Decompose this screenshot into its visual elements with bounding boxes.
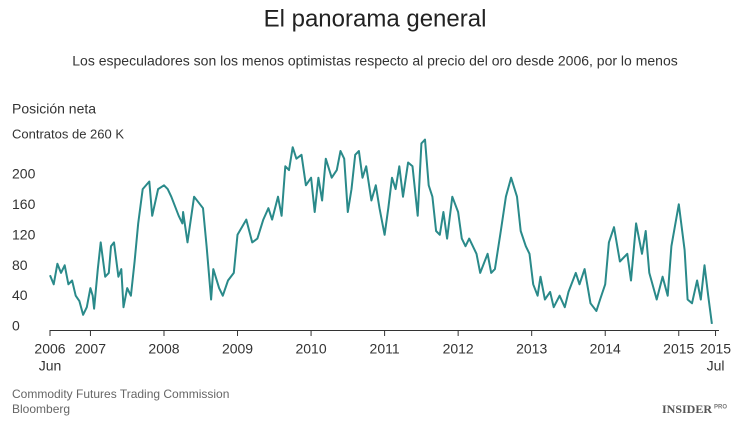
chart-subtitle: Los especuladores son los menos optimist… <box>72 53 677 69</box>
x-tick-label: 2009 <box>222 341 253 357</box>
x-tick-label: 2015 <box>700 341 731 357</box>
y-tick-label: 80 <box>12 257 28 273</box>
source: Commodity Futures Trading Commission <box>12 387 229 401</box>
y-axis-label: Posición neta <box>12 101 96 117</box>
x-sublabel: Jul <box>707 358 725 374</box>
x-tick-label: 2007 <box>75 341 106 357</box>
y-tick-label: 160 <box>12 196 36 212</box>
y-tick-label: 0 <box>12 318 20 334</box>
x-tick-label: 2006 <box>34 341 65 357</box>
brand: INSIDER <box>662 402 712 416</box>
chart-title: El panorama general <box>264 5 487 32</box>
x-sublabel: Jun <box>39 358 62 374</box>
y-tick-label: 120 <box>12 226 36 242</box>
brand-tag: PRO <box>714 405 727 411</box>
source: Bloomberg <box>12 402 70 416</box>
data-line <box>49 138 713 325</box>
x-tick-label: 2011 <box>370 341 400 357</box>
y-tick-label: 200 <box>12 165 36 181</box>
y-tick-label: 40 <box>12 287 28 303</box>
x-tick-label: 2014 <box>590 341 621 357</box>
y-unit-label: Contratos de 260 K <box>12 126 124 141</box>
x-tick-label: 2012 <box>443 341 474 357</box>
x-tick-label: 2013 <box>516 341 547 357</box>
x-tick-label: 2008 <box>148 341 179 357</box>
x-tick-label: 2015 <box>663 341 694 357</box>
x-tick-label: 2010 <box>295 341 326 357</box>
